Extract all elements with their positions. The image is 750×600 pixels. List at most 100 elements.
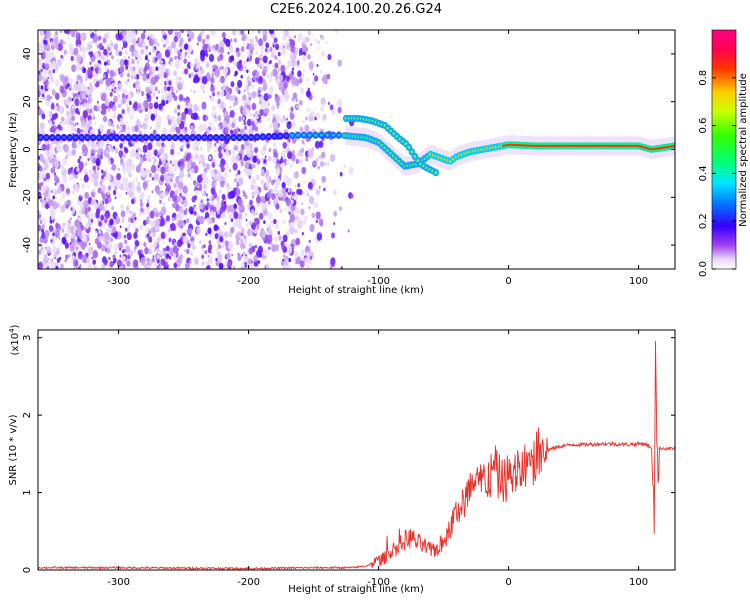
noise-speck bbox=[224, 171, 228, 178]
noise-speck bbox=[162, 239, 165, 244]
noise-speck bbox=[260, 61, 265, 68]
noise-speck bbox=[260, 168, 265, 175]
snr-y-tick-label-2: 2 bbox=[22, 412, 33, 418]
noise-speck bbox=[45, 196, 50, 203]
noise-speck bbox=[161, 142, 165, 148]
noise-speck bbox=[51, 89, 56, 96]
noise-speck bbox=[93, 78, 97, 84]
ridge-core bbox=[273, 134, 277, 138]
noise-speck bbox=[111, 163, 117, 171]
noise-speck bbox=[121, 255, 126, 262]
noise-speck bbox=[268, 246, 271, 250]
noise-speck bbox=[241, 253, 244, 257]
noise-speck bbox=[238, 128, 241, 132]
noise-speck bbox=[287, 60, 292, 67]
noise-speck bbox=[67, 125, 70, 129]
noise-speck bbox=[146, 216, 150, 223]
noise-speck bbox=[142, 219, 147, 226]
noise-speck bbox=[164, 182, 167, 187]
noise-speck bbox=[153, 207, 158, 214]
noise-speck bbox=[138, 212, 142, 217]
noise-speck bbox=[161, 232, 166, 240]
noise-speck bbox=[216, 91, 220, 96]
noise-speck bbox=[96, 208, 101, 215]
noise-speck bbox=[227, 204, 232, 212]
noise-speck bbox=[125, 103, 128, 107]
noise-speck bbox=[42, 93, 45, 97]
noise-speck bbox=[137, 182, 141, 187]
noise-speck bbox=[44, 229, 50, 238]
noise-speck bbox=[256, 80, 258, 83]
noise-speck bbox=[51, 113, 57, 121]
noise-speck bbox=[224, 240, 229, 247]
noise-speck bbox=[49, 199, 54, 207]
noise-speck bbox=[221, 193, 226, 201]
noise-speck bbox=[49, 219, 53, 224]
noise-speck bbox=[270, 71, 274, 77]
noise-speck bbox=[76, 63, 81, 71]
noise-speck bbox=[140, 147, 144, 153]
noise-speck bbox=[217, 115, 222, 122]
noise-speck bbox=[305, 36, 310, 43]
noise-speck bbox=[70, 238, 74, 243]
noise-speck bbox=[176, 239, 183, 248]
noise-speck bbox=[111, 88, 114, 93]
noise-speck bbox=[237, 254, 242, 261]
noise-speck bbox=[276, 129, 279, 134]
noise-speck bbox=[199, 66, 203, 71]
noise-speck bbox=[52, 245, 58, 253]
noise-speck bbox=[330, 153, 336, 162]
noise-speck bbox=[307, 141, 310, 144]
noise-speck bbox=[129, 44, 135, 53]
noise-speck bbox=[87, 143, 90, 148]
noise-speck bbox=[92, 187, 96, 193]
noise-speck bbox=[160, 194, 163, 199]
noise-speck bbox=[251, 91, 257, 99]
noise-speck bbox=[264, 155, 267, 159]
spectrogram-x-tick-label-3: 0 bbox=[505, 276, 511, 287]
noise-speck bbox=[205, 232, 208, 237]
noise-speck bbox=[244, 89, 246, 92]
noise-speck bbox=[54, 43, 59, 50]
colorbar-label: Normalized spectral amplitude bbox=[738, 73, 749, 227]
noise-speck bbox=[249, 125, 253, 130]
noise-speck bbox=[119, 254, 122, 258]
noise-speck bbox=[265, 42, 270, 49]
noise-speck bbox=[161, 87, 165, 94]
noise-speck bbox=[89, 51, 94, 58]
noise-speck bbox=[228, 265, 232, 269]
noise-speck bbox=[154, 86, 158, 92]
noise-speck bbox=[320, 70, 322, 74]
ridge-core bbox=[91, 136, 95, 140]
noise-speck bbox=[121, 218, 125, 223]
noise-speck bbox=[67, 83, 70, 87]
noise-speck bbox=[255, 211, 258, 216]
noise-speck bbox=[226, 69, 228, 73]
noise-speck bbox=[85, 77, 88, 82]
noise-speck bbox=[210, 112, 215, 119]
noise-speck bbox=[306, 107, 310, 113]
noise-speck bbox=[215, 195, 220, 201]
noise-speck bbox=[38, 90, 41, 98]
noise-speck bbox=[152, 188, 155, 192]
noise-speck bbox=[41, 185, 47, 194]
noise-speck bbox=[139, 191, 145, 200]
noise-speck bbox=[242, 116, 245, 121]
noise-speck bbox=[88, 242, 91, 246]
noise-speck bbox=[174, 60, 181, 69]
noise-speck bbox=[148, 109, 152, 116]
noise-speck bbox=[130, 148, 137, 158]
noise-speck bbox=[143, 30, 146, 34]
noise-speck bbox=[144, 55, 148, 61]
noise-speck bbox=[89, 108, 93, 114]
noise-speck bbox=[54, 252, 58, 257]
noise-speck bbox=[73, 47, 79, 56]
noise-speck bbox=[165, 253, 170, 259]
ridge-core bbox=[44, 136, 49, 140]
noise-speck bbox=[128, 56, 130, 59]
noise-speck bbox=[148, 38, 154, 47]
noise-speck bbox=[246, 98, 250, 104]
noise-speck bbox=[316, 232, 323, 241]
noise-speck bbox=[244, 125, 247, 131]
